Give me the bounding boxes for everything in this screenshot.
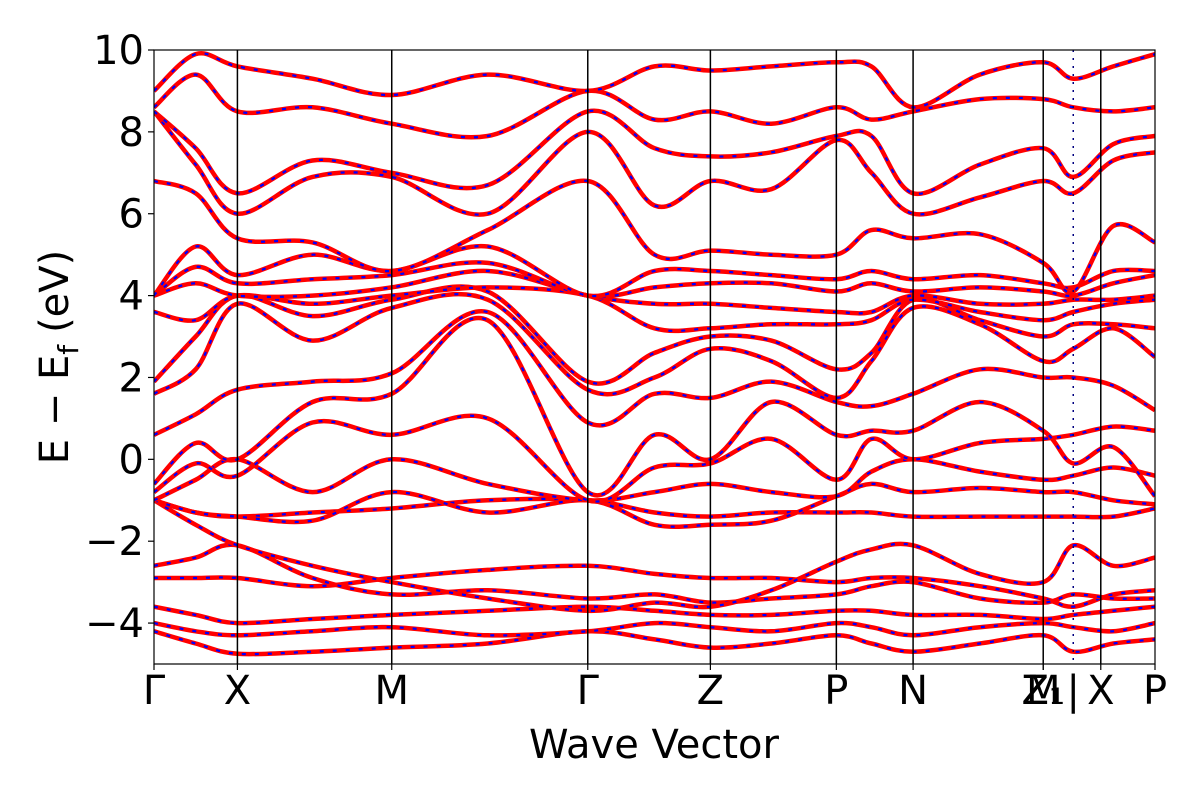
band-dash-12 bbox=[154, 293, 1155, 400]
y-tick-label-0: −4 bbox=[85, 601, 144, 647]
band-dash-1 bbox=[154, 621, 1155, 637]
y-tick-label-3: 2 bbox=[119, 355, 144, 401]
y-tick-label-6: 8 bbox=[119, 110, 144, 156]
y-tick-label-5: 6 bbox=[119, 192, 144, 238]
x-tick-label-1: X bbox=[224, 668, 251, 714]
band-line-10 bbox=[154, 315, 1155, 498]
x-tick-label-4: Z bbox=[697, 668, 724, 714]
y-tick-label-1: −2 bbox=[85, 519, 144, 565]
x-tick-label-10: X bbox=[1087, 668, 1114, 714]
band-dash-14 bbox=[154, 286, 1155, 333]
x-axis-ticks: Γ X M Γ Z P N Z₁M | X P bbox=[143, 664, 1167, 714]
y-axis-label-main: E − E bbox=[32, 355, 78, 465]
x-axis-label: Wave Vector bbox=[529, 722, 780, 768]
x-tick-label-8: M bbox=[1026, 668, 1061, 714]
band-dash-15 bbox=[154, 269, 1155, 315]
y-tick-label-2: 0 bbox=[119, 437, 144, 483]
x-tick-label-11: P bbox=[1143, 668, 1167, 714]
x-tick-label-5: P bbox=[824, 668, 848, 714]
y-axis-label-subscript: f bbox=[52, 344, 85, 355]
y-axis-label-unit: (eV) bbox=[32, 250, 78, 333]
x-tick-label-0: Γ bbox=[143, 668, 166, 714]
x-tick-label-3: Γ bbox=[577, 668, 600, 714]
band-dash-3 bbox=[154, 564, 1155, 608]
band-dash-19 bbox=[154, 110, 1155, 216]
x-tick-label-7: Z₁ bbox=[1022, 668, 1065, 714]
band-dash-21 bbox=[154, 73, 1155, 139]
kpoint-divider-lines bbox=[236, 50, 1102, 664]
y-tick-label-7: 10 bbox=[93, 28, 144, 74]
y-axis-label: E − Ef (eV) bbox=[32, 250, 85, 465]
y-axis-ticks: −4 −2 0 2 4 6 8 10 bbox=[85, 28, 154, 647]
x-tick-label-9: | bbox=[1067, 668, 1080, 714]
x-tick-label-2: M bbox=[374, 668, 409, 714]
plot-frame bbox=[153, 49, 1156, 665]
y-tick-label-4: 4 bbox=[119, 274, 144, 320]
x-tick-label-6: N bbox=[898, 668, 928, 714]
